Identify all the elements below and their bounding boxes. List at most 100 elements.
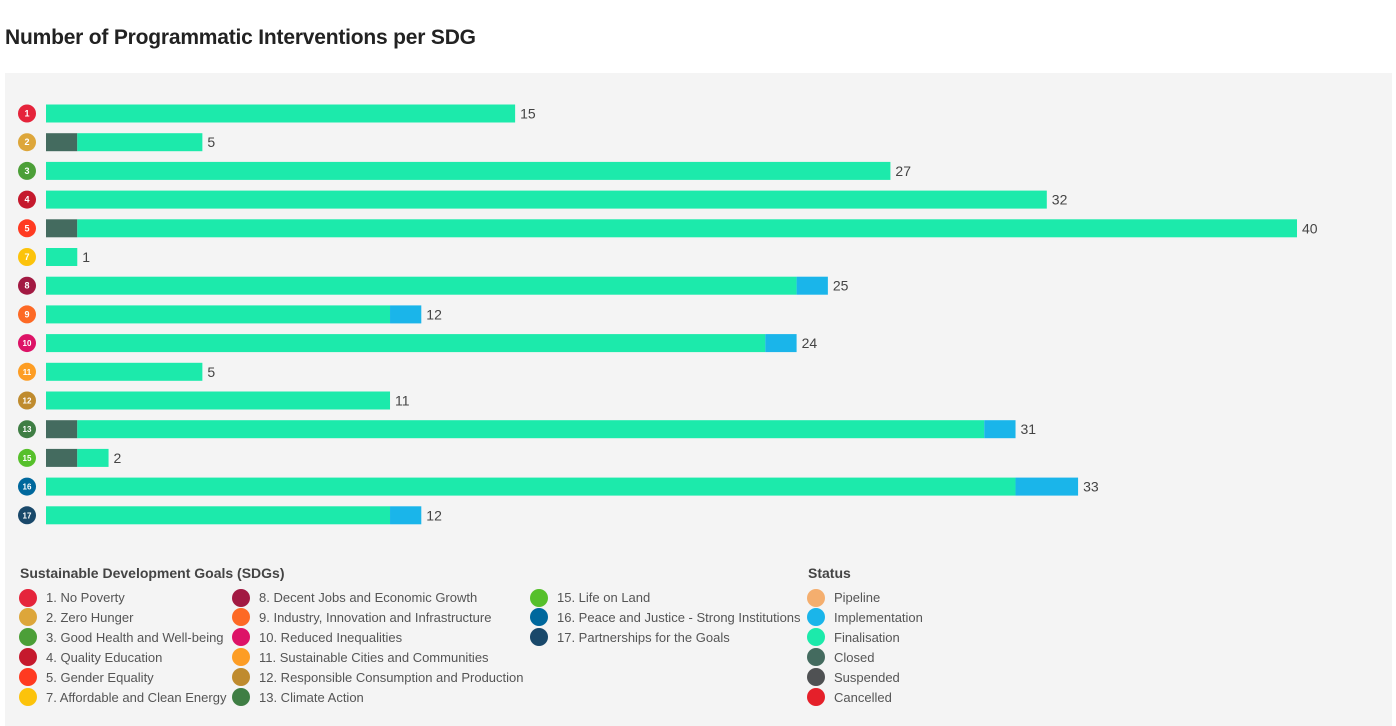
sdg-legend-item-15[interactable]: 17. Partnerships for the Goals <box>530 628 730 647</box>
sdg-badge-2 <box>18 133 36 152</box>
sdg-badge-11 <box>18 362 36 381</box>
sdg-badge-label-15: 15 <box>23 454 32 463</box>
bar-segment-finalisation-sdg-1[interactable] <box>46 104 516 123</box>
legend-swatch <box>232 688 250 706</box>
bar-row-sdg-17: 17 12 <box>18 506 442 525</box>
bar-segment-finalisation-sdg-8[interactable] <box>46 276 797 295</box>
bar-segment-finalisation-sdg-16[interactable] <box>46 477 1016 496</box>
sdg-badge-4 <box>18 190 36 209</box>
legend-swatch <box>807 608 825 627</box>
bar-segment-closed-sdg-15[interactable] <box>46 448 78 467</box>
bar-segment-finalisation-sdg-3[interactable] <box>46 161 891 180</box>
bar-segment-implementation-sdg-13[interactable] <box>984 420 1016 439</box>
sdg-badge-9 <box>18 305 36 324</box>
bar-segment-finalisation-sdg-13[interactable] <box>77 420 985 439</box>
bar-segment-implementation-sdg-17[interactable] <box>390 506 422 525</box>
bar-segment-finalisation-sdg-11[interactable] <box>46 362 203 381</box>
bar-segment-finalisation-sdg-9[interactable] <box>46 305 391 324</box>
data-label-sdg-9: 12 <box>426 306 442 322</box>
chart-panel: 1 15 2 5 3 27 4 32 5 40 7 1 8 25 9 12 10 24 11 5 12 11 13 31 15 2… <box>5 73 1392 726</box>
chart-title: Number of Programmatic Interventions per… <box>5 26 476 49</box>
data-label-sdg-15: 2 <box>114 450 122 466</box>
sdg-badge-label-17: 17 <box>23 511 32 520</box>
status-legend-finalisation[interactable]: Finalisation <box>807 628 900 647</box>
bar-segment-implementation-sdg-10[interactable] <box>765 334 797 353</box>
status-legend-cancelled[interactable]: Cancelled <box>807 688 892 707</box>
legend-swatch <box>807 628 825 647</box>
sdg-badge-12 <box>18 391 36 410</box>
legend-swatch <box>19 668 37 687</box>
legend-swatch <box>19 688 37 706</box>
sdg-legend-item-13[interactable]: 15. Life on Land <box>530 588 650 607</box>
legend-label: 4. Quality Education <box>46 649 163 665</box>
sdg-legend-item-14[interactable]: 16. Peace and Justice - Strong Instituti… <box>530 608 801 627</box>
sdg-badge-17 <box>18 506 36 525</box>
legend-swatch <box>19 648 37 667</box>
bar-row-sdg-5: 5 40 <box>18 219 1318 238</box>
sdg-badge-label-13: 13 <box>23 425 32 434</box>
legend-label: 1. No Poverty <box>46 590 125 605</box>
sdg-badge-label-9: 9 <box>24 309 29 319</box>
bar-segment-finalisation-sdg-12[interactable] <box>46 391 391 410</box>
legend-label: Pipeline <box>834 590 881 605</box>
legend-swatch <box>19 628 37 647</box>
sdg-legend-item-10[interactable]: 11. Sustainable Cities and Communities <box>232 648 489 667</box>
sdg-legend-item-5[interactable]: 5. Gender Equality <box>19 668 154 687</box>
bar-segment-finalisation-sdg-17[interactable] <box>46 506 391 525</box>
status-legend-pipeline[interactable]: Pipeline <box>807 588 880 607</box>
legend-label: 5. Gender Equality <box>46 669 154 685</box>
bar-segment-implementation-sdg-8[interactable] <box>796 276 828 295</box>
data-label-sdg-17: 12 <box>426 507 442 523</box>
bar-segment-finalisation-sdg-5[interactable] <box>77 219 1297 238</box>
status-legend-title: Status <box>808 565 851 581</box>
sdg-badge-label-12: 12 <box>23 397 32 406</box>
legend-label: 8. Decent Jobs and Economic Growth <box>259 590 478 605</box>
sdg-legend-item-2[interactable]: 2. Zero Hunger <box>19 608 133 627</box>
bar-segment-implementation-sdg-16[interactable] <box>1015 477 1079 496</box>
legend-swatch <box>232 668 250 687</box>
sdg-badge-label-5: 5 <box>24 223 29 233</box>
bar-segment-closed-sdg-13[interactable] <box>46 420 78 439</box>
sdg-badge-10 <box>18 334 36 353</box>
sdg-legend-item-8[interactable]: 9. Industry, Innovation and Infrastructu… <box>232 608 491 627</box>
bar-segment-finalisation-sdg-7[interactable] <box>46 248 78 266</box>
sdg-badge-label-16: 16 <box>23 483 32 492</box>
sdg-badge-label-7: 7 <box>24 252 29 262</box>
legend-label: Cancelled <box>834 689 892 705</box>
sdg-legend-item-12[interactable]: 13. Climate Action <box>232 688 364 707</box>
bar-segment-closed-sdg-5[interactable] <box>46 219 78 238</box>
bar-segment-finalisation-sdg-10[interactable] <box>46 334 766 353</box>
sdg-badge-3 <box>18 161 36 180</box>
legend-label: 17. Partnerships for the Goals <box>557 629 730 645</box>
bar-segment-closed-sdg-2[interactable] <box>46 133 78 152</box>
bar-segment-finalisation-sdg-15[interactable] <box>77 448 109 467</box>
legend-swatch <box>807 668 825 687</box>
status-legend-implementation[interactable]: Implementation <box>807 608 923 627</box>
sdg-badge-7 <box>18 248 36 266</box>
sdg-legend-item-1[interactable]: 1. No Poverty <box>19 588 125 607</box>
sdg-legend-item-7[interactable]: 8. Decent Jobs and Economic Growth <box>232 588 477 607</box>
bar-segment-implementation-sdg-9[interactable] <box>390 305 422 324</box>
sdg-badge-8 <box>18 276 36 295</box>
legend-label: 10. Reduced Inequalities <box>259 629 403 645</box>
status-legend-closed[interactable]: Closed <box>807 648 874 667</box>
sdg-legend-item-3[interactable]: 3. Good Health and Well-being <box>19 628 224 647</box>
sdg-badge-label-4: 4 <box>24 195 29 205</box>
legend-swatch <box>807 648 825 667</box>
sdg-badge-label-11: 11 <box>23 368 32 377</box>
bar-segment-finalisation-sdg-4[interactable] <box>46 190 1047 209</box>
sdg-badge-1 <box>18 104 36 123</box>
bar-row-sdg-16: 16 33 <box>18 477 1099 496</box>
sdg-legend-item-9[interactable]: 10. Reduced Inequalities <box>232 628 402 647</box>
sdg-legend-item-11[interactable]: 12. Responsible Consumption and Producti… <box>232 668 524 687</box>
sdg-badge-15 <box>18 448 36 467</box>
status-legend-suspended[interactable]: Suspended <box>807 668 900 687</box>
data-label-sdg-1: 15 <box>520 106 536 122</box>
sdg-legend-item-6[interactable]: 7. Affordable and Clean Energy <box>19 688 226 707</box>
legend-swatch <box>530 628 548 647</box>
bar-segment-finalisation-sdg-2[interactable] <box>77 133 203 152</box>
sdg-badge-label-1: 1 <box>24 109 29 119</box>
sdg-legend-item-4[interactable]: 4. Quality Education <box>19 648 162 667</box>
bar-row-sdg-15: 15 2 <box>18 448 122 467</box>
